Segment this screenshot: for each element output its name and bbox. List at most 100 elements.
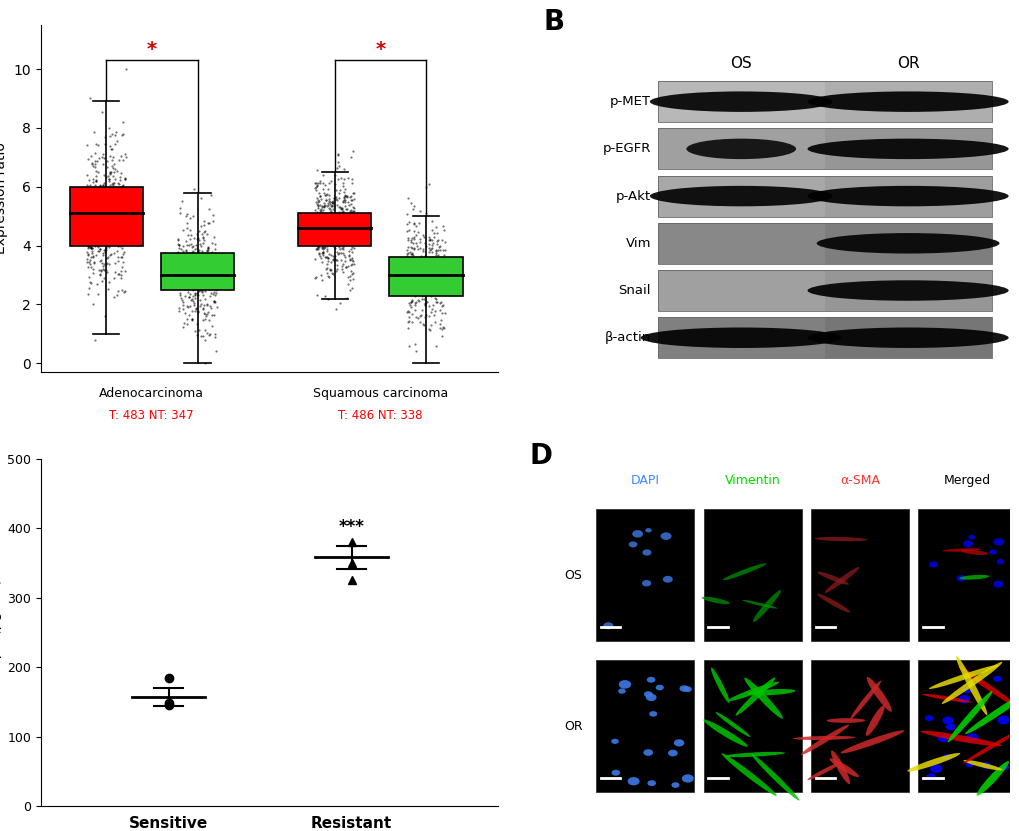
Point xyxy=(332,230,348,243)
Point xyxy=(92,207,108,220)
Point xyxy=(83,223,99,236)
Point xyxy=(322,229,338,242)
Point xyxy=(409,277,425,290)
Point xyxy=(172,256,189,269)
Point xyxy=(341,283,358,297)
Point xyxy=(345,201,362,214)
Point xyxy=(208,266,224,279)
Point xyxy=(85,206,101,219)
Point xyxy=(115,224,131,238)
Point xyxy=(98,228,114,241)
Ellipse shape xyxy=(816,572,848,585)
Point xyxy=(195,313,211,327)
Point xyxy=(83,242,99,255)
Point xyxy=(311,249,327,263)
Point xyxy=(103,247,119,260)
Point xyxy=(203,254,219,268)
Point xyxy=(97,130,113,144)
Point xyxy=(324,199,340,212)
Point xyxy=(333,241,350,254)
Point xyxy=(432,243,448,256)
Point xyxy=(326,228,342,241)
Point xyxy=(345,186,362,199)
Point xyxy=(87,154,103,167)
Point xyxy=(196,268,212,281)
Point xyxy=(117,213,133,226)
Point xyxy=(434,219,450,233)
Point xyxy=(94,230,110,243)
Point xyxy=(178,234,195,247)
Point xyxy=(424,266,440,279)
Point xyxy=(104,237,120,250)
Point xyxy=(100,234,116,247)
Point xyxy=(112,218,128,231)
Point xyxy=(98,257,114,270)
Point xyxy=(171,277,187,290)
Ellipse shape xyxy=(628,542,637,548)
Point xyxy=(412,241,428,254)
Point xyxy=(112,182,128,195)
Point xyxy=(198,268,214,281)
Point xyxy=(334,203,351,216)
Point xyxy=(186,253,203,266)
Point xyxy=(110,268,126,281)
Point xyxy=(95,147,111,160)
Point xyxy=(81,240,97,253)
Point xyxy=(78,232,95,245)
Point xyxy=(104,170,120,183)
Point xyxy=(106,185,122,199)
Point xyxy=(309,228,325,241)
Point xyxy=(327,238,343,252)
Point xyxy=(324,195,340,209)
Point xyxy=(431,278,447,292)
Point xyxy=(202,264,218,278)
Point xyxy=(109,244,125,258)
Point xyxy=(406,233,422,246)
Point xyxy=(399,262,416,275)
Point xyxy=(420,266,436,279)
Point xyxy=(403,273,419,287)
Point xyxy=(414,303,430,317)
Point xyxy=(94,256,110,269)
Point xyxy=(309,288,325,302)
Point xyxy=(327,190,343,204)
Point xyxy=(104,209,120,223)
Point xyxy=(325,212,341,225)
Point xyxy=(206,294,222,307)
Point xyxy=(88,248,104,261)
Point xyxy=(309,179,325,192)
Point xyxy=(197,276,213,289)
Point xyxy=(82,200,98,214)
Point xyxy=(329,247,345,260)
Point xyxy=(312,189,328,203)
Point xyxy=(336,199,353,213)
Point xyxy=(101,165,117,179)
Point xyxy=(86,234,102,248)
Point xyxy=(115,227,131,240)
Point xyxy=(103,185,119,199)
Point xyxy=(110,228,126,241)
Point xyxy=(84,189,100,202)
Point xyxy=(83,228,99,241)
Point xyxy=(310,220,326,234)
Point xyxy=(435,322,451,335)
Point xyxy=(314,246,330,259)
Point xyxy=(310,235,326,248)
Point xyxy=(319,293,335,306)
Point xyxy=(308,163,324,176)
Point xyxy=(324,253,340,267)
Point xyxy=(401,285,418,298)
Point xyxy=(97,243,113,257)
Text: DAPI: DAPI xyxy=(630,474,659,487)
Text: p-EGFR: p-EGFR xyxy=(602,142,650,155)
Point xyxy=(115,255,131,268)
Point xyxy=(112,173,128,186)
Point xyxy=(208,283,224,297)
Point xyxy=(110,214,126,227)
Point xyxy=(334,238,351,251)
Point xyxy=(408,268,424,281)
Point xyxy=(208,287,224,300)
Point xyxy=(81,281,97,294)
Point xyxy=(102,166,118,179)
Point xyxy=(98,170,114,184)
